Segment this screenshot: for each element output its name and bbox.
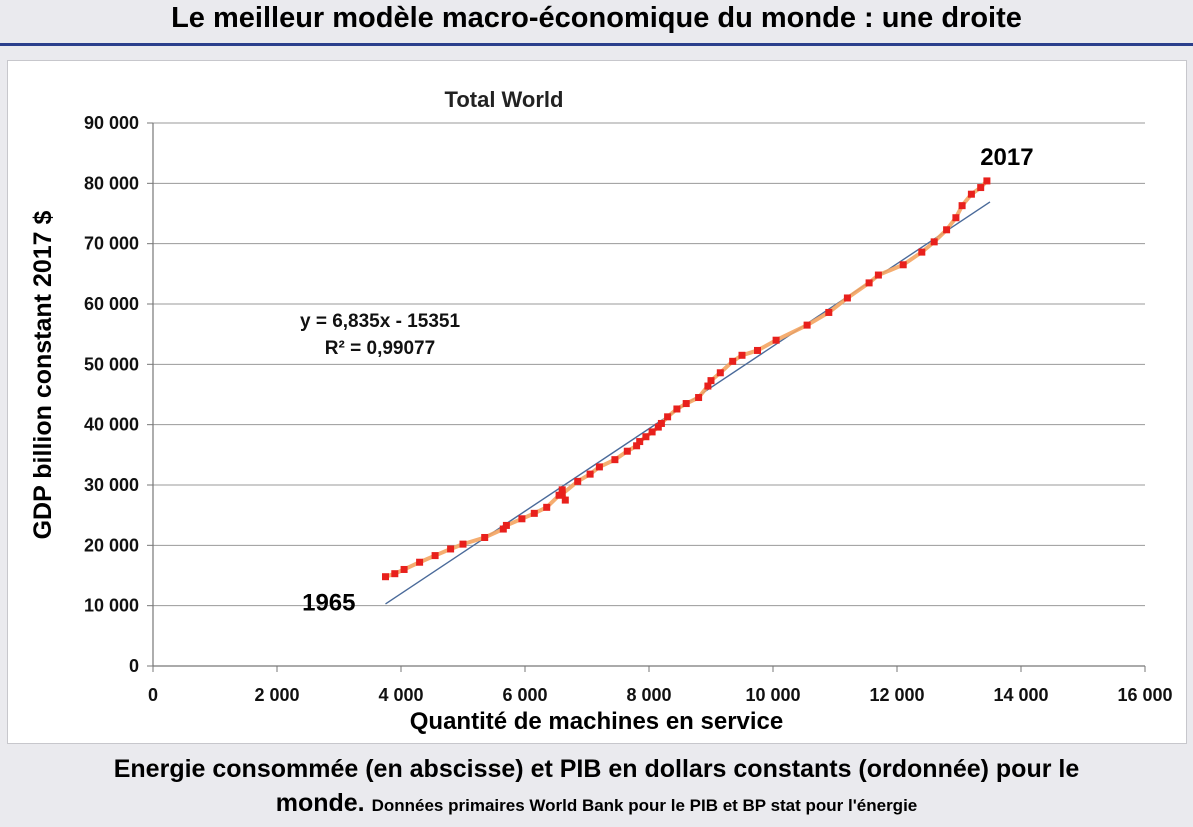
data-point bbox=[967, 190, 975, 198]
data-point bbox=[983, 177, 991, 185]
gridlines bbox=[153, 122, 1145, 607]
data-point bbox=[447, 545, 455, 553]
data-point bbox=[729, 357, 737, 365]
y-tick-labels: 0 10 000 20 000 30 000 40 000 50 000 60 000 70 … bbox=[84, 113, 139, 676]
data-point bbox=[642, 433, 650, 441]
x-tick-label: 4 000 bbox=[378, 685, 423, 705]
series-line bbox=[384, 179, 989, 579]
title-divider bbox=[0, 43, 1193, 46]
r-squared: R² = 0,99077 bbox=[325, 338, 435, 359]
data-point bbox=[657, 419, 665, 427]
data-point bbox=[865, 279, 873, 287]
data-point bbox=[623, 447, 631, 455]
data-point bbox=[738, 351, 746, 359]
data-point bbox=[611, 456, 619, 464]
data-point bbox=[958, 202, 966, 210]
data-point bbox=[977, 184, 985, 192]
x-tick-label: 10 000 bbox=[745, 685, 800, 705]
data-point bbox=[595, 463, 603, 471]
data-point bbox=[586, 470, 594, 478]
data-point bbox=[636, 438, 644, 446]
data-point bbox=[382, 573, 389, 581]
y-tick-label: 60 000 bbox=[84, 294, 139, 314]
caption-source: Données primaires World Bank pour le PIB… bbox=[371, 796, 918, 815]
series-group bbox=[382, 177, 991, 581]
data-point bbox=[899, 261, 907, 269]
data-point bbox=[707, 377, 715, 385]
x-tick-label: 0 bbox=[148, 685, 158, 705]
slide-title: Le meilleur modèle macro-économique du m… bbox=[171, 2, 1022, 34]
figure-caption: Energie consommée (en abscisse) et PIB e… bbox=[0, 752, 1193, 823]
data-point bbox=[874, 271, 882, 279]
data-point bbox=[543, 503, 551, 511]
data-point bbox=[754, 346, 761, 354]
x-tick-labels: 0 2 000 4 000 6 000 8 000 10 000 12 000 14 000 1… bbox=[148, 685, 1173, 705]
annotations: 1965 2017 bbox=[302, 144, 1033, 617]
data-point bbox=[391, 570, 399, 578]
data-point bbox=[843, 294, 851, 302]
x-tick-label: 6 000 bbox=[502, 685, 547, 705]
y-tick-label: 0 bbox=[129, 656, 139, 676]
data-point bbox=[633, 442, 641, 450]
data-point bbox=[499, 525, 507, 533]
y-tick-label: 80 000 bbox=[84, 173, 139, 193]
data-point bbox=[431, 552, 439, 560]
chart-title: Total World bbox=[445, 87, 564, 112]
data-point bbox=[704, 382, 712, 390]
data-point bbox=[772, 336, 780, 344]
y-axis-label: GDP billion constant 2017 $ bbox=[29, 211, 57, 540]
data-point bbox=[530, 509, 538, 517]
y-tick-label: 50 000 bbox=[84, 354, 139, 374]
y-tick-label: 90 000 bbox=[84, 113, 139, 133]
data-point bbox=[518, 515, 526, 523]
data-point bbox=[695, 394, 703, 402]
data-point bbox=[918, 248, 926, 256]
year-annotation: 2017 bbox=[980, 144, 1033, 171]
data-point bbox=[416, 558, 424, 566]
data-point bbox=[558, 486, 566, 494]
data-point bbox=[561, 496, 569, 504]
y-tick-label: 20 000 bbox=[84, 535, 139, 555]
x-tick-label: 16 000 bbox=[1117, 685, 1172, 705]
caption-main-2: monde. bbox=[275, 789, 365, 817]
data-point bbox=[654, 423, 662, 431]
data-point bbox=[664, 413, 672, 421]
data-point bbox=[400, 565, 408, 573]
x-tick-label: 8 000 bbox=[626, 685, 671, 705]
data-point bbox=[459, 540, 467, 548]
data-point bbox=[943, 226, 951, 234]
year-annotation: 1965 bbox=[302, 590, 355, 617]
x-axis-caption: Quantité de machines en service bbox=[409, 708, 784, 735]
data-point bbox=[716, 369, 724, 377]
data-point bbox=[481, 533, 489, 541]
data-point bbox=[558, 490, 566, 498]
trendline-equation: y = 6,835x - 15351 bbox=[300, 311, 460, 332]
data-point bbox=[952, 214, 960, 222]
y-tick-label: 70 000 bbox=[84, 234, 139, 254]
y-tick-label: 10 000 bbox=[84, 596, 139, 616]
scatter-chart: 0 10 000 20 000 30 000 40 000 50 000 60 000 70 … bbox=[29, 87, 1173, 705]
data-point bbox=[502, 521, 510, 529]
caption-line-1: Energie consommée (en abscisse) et PIB e… bbox=[113, 755, 1080, 783]
y-tick-label: 30 000 bbox=[84, 475, 139, 495]
data-point bbox=[803, 321, 811, 329]
axes bbox=[147, 122, 1146, 672]
x-tick-label: 2 000 bbox=[254, 685, 299, 705]
caption-line-2: monde. Données primaires World Bank pour… bbox=[0, 786, 1193, 823]
chart-frame: 0 10 000 20 000 30 000 40 000 50 000 60 000 70 … bbox=[7, 60, 1187, 744]
x-tick-label: 14 000 bbox=[993, 685, 1048, 705]
data-point bbox=[682, 400, 690, 408]
data-point bbox=[648, 428, 656, 436]
x-tick-label: 12 000 bbox=[869, 685, 924, 705]
data-point bbox=[930, 238, 938, 246]
y-tick-label: 40 000 bbox=[84, 415, 139, 435]
data-point bbox=[825, 308, 833, 316]
data-point bbox=[574, 477, 582, 485]
data-point bbox=[673, 405, 681, 413]
